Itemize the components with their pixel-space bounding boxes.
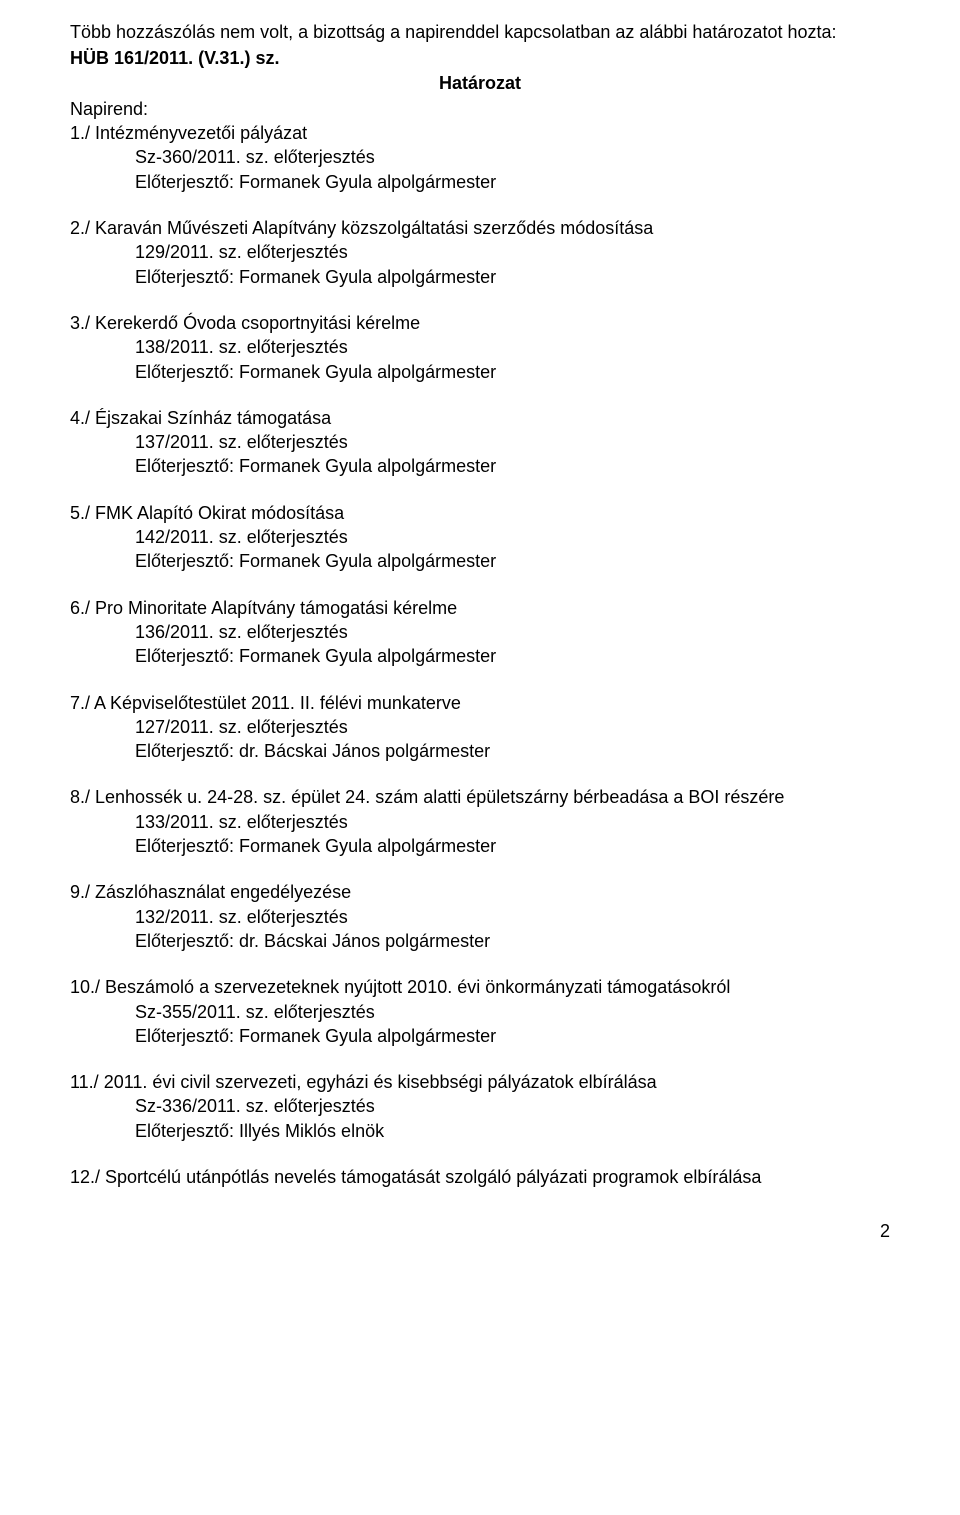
agenda-title: 2./ Karaván Művészeti Alapítvány közszol… [70,216,890,240]
agenda-presenter: Előterjesztő: dr. Bácskai János polgárme… [70,739,890,763]
page-number: 2 [70,1219,890,1243]
agenda-title: 6./ Pro Minoritate Alapítvány támogatási… [70,596,890,620]
agenda-list: 1./ Intézményvezetői pályázatSz-360/2011… [70,121,890,1143]
agenda-ref: 132/2011. sz. előterjesztés [70,905,890,929]
agenda-presenter: Előterjesztő: Formanek Gyula alpolgármes… [70,454,890,478]
agenda-item: 4./ Éjszakai Színház támogatása137/2011.… [70,406,890,479]
agenda-presenter: Előterjesztő: Illyés Miklós elnök [70,1119,890,1143]
agenda-ref: 129/2011. sz. előterjesztés [70,240,890,264]
agenda-item: 8./ Lenhossék u. 24-28. sz. épület 24. s… [70,785,890,858]
agenda-ref: 133/2011. sz. előterjesztés [70,810,890,834]
agenda-item: 3./ Kerekerdő Óvoda csoportnyitási kérel… [70,311,890,384]
agenda-ref: 136/2011. sz. előterjesztés [70,620,890,644]
agenda-item: 9./ Zászlóhasználat engedélyezése132/201… [70,880,890,953]
decision-label: Határozat [70,71,890,95]
agenda-item: 10./ Beszámoló a szervezeteknek nyújtott… [70,975,890,1048]
agenda-ref: Sz-355/2011. sz. előterjesztés [70,1000,890,1024]
agenda-item: 12./ Sportcélú utánpótlás nevelés támoga… [70,1165,890,1189]
agenda-item: 6./ Pro Minoritate Alapítvány támogatási… [70,596,890,669]
agenda-ref: Sz-336/2011. sz. előterjesztés [70,1094,890,1118]
agenda-ref: 137/2011. sz. előterjesztés [70,430,890,454]
agenda-ref: 127/2011. sz. előterjesztés [70,715,890,739]
agenda-title: 8./ Lenhossék u. 24-28. sz. épület 24. s… [70,785,890,809]
agenda-presenter: Előterjesztő: Formanek Gyula alpolgármes… [70,549,890,573]
agenda-presenter: Előterjesztő: Formanek Gyula alpolgármes… [70,834,890,858]
intro-line: Több hozzászólás nem volt, a bizottság a… [70,20,890,44]
agenda-title: 3./ Kerekerdő Óvoda csoportnyitási kérel… [70,311,890,335]
agenda-ref: Sz-360/2011. sz. előterjesztés [70,145,890,169]
agenda-presenter: Előterjesztő: Formanek Gyula alpolgármes… [70,360,890,384]
napirend-label: Napirend: [70,97,890,121]
agenda-item: 1./ Intézményvezetői pályázatSz-360/2011… [70,121,890,194]
agenda-title: 5./ FMK Alapító Okirat módosítása [70,501,890,525]
agenda-presenter: Előterjesztő: Formanek Gyula alpolgármes… [70,1024,890,1048]
agenda-ref: 142/2011. sz. előterjesztés [70,525,890,549]
agenda-title: 12./ Sportcélú utánpótlás nevelés támoga… [70,1165,890,1189]
agenda-item: 2./ Karaván Művészeti Alapítvány közszol… [70,216,890,289]
decision-ref: HÜB 161/2011. (V.31.) sz. [70,46,890,70]
agenda-presenter: Előterjesztő: dr. Bácskai János polgárme… [70,929,890,953]
agenda-item: 7./ A Képviselőtestület 2011. II. félévi… [70,691,890,764]
agenda-title: 9./ Zászlóhasználat engedélyezése [70,880,890,904]
agenda-title: 4./ Éjszakai Színház támogatása [70,406,890,430]
agenda-title: 1./ Intézményvezetői pályázat [70,121,890,145]
agenda-title: 10./ Beszámoló a szervezeteknek nyújtott… [70,975,890,999]
agenda-item: 11./ 2011. évi civil szervezeti, egyházi… [70,1070,890,1143]
agenda-presenter: Előterjesztő: Formanek Gyula alpolgármes… [70,265,890,289]
agenda-title: 11./ 2011. évi civil szervezeti, egyházi… [70,1070,890,1094]
agenda-presenter: Előterjesztő: Formanek Gyula alpolgármes… [70,644,890,668]
agenda-ref: 138/2011. sz. előterjesztés [70,335,890,359]
agenda-title: 7./ A Képviselőtestület 2011. II. félévi… [70,691,890,715]
document-page: Több hozzászólás nem volt, a bizottság a… [0,0,960,1264]
agenda-item: 5./ FMK Alapító Okirat módosítása142/201… [70,501,890,574]
agenda-presenter: Előterjesztő: Formanek Gyula alpolgármes… [70,170,890,194]
